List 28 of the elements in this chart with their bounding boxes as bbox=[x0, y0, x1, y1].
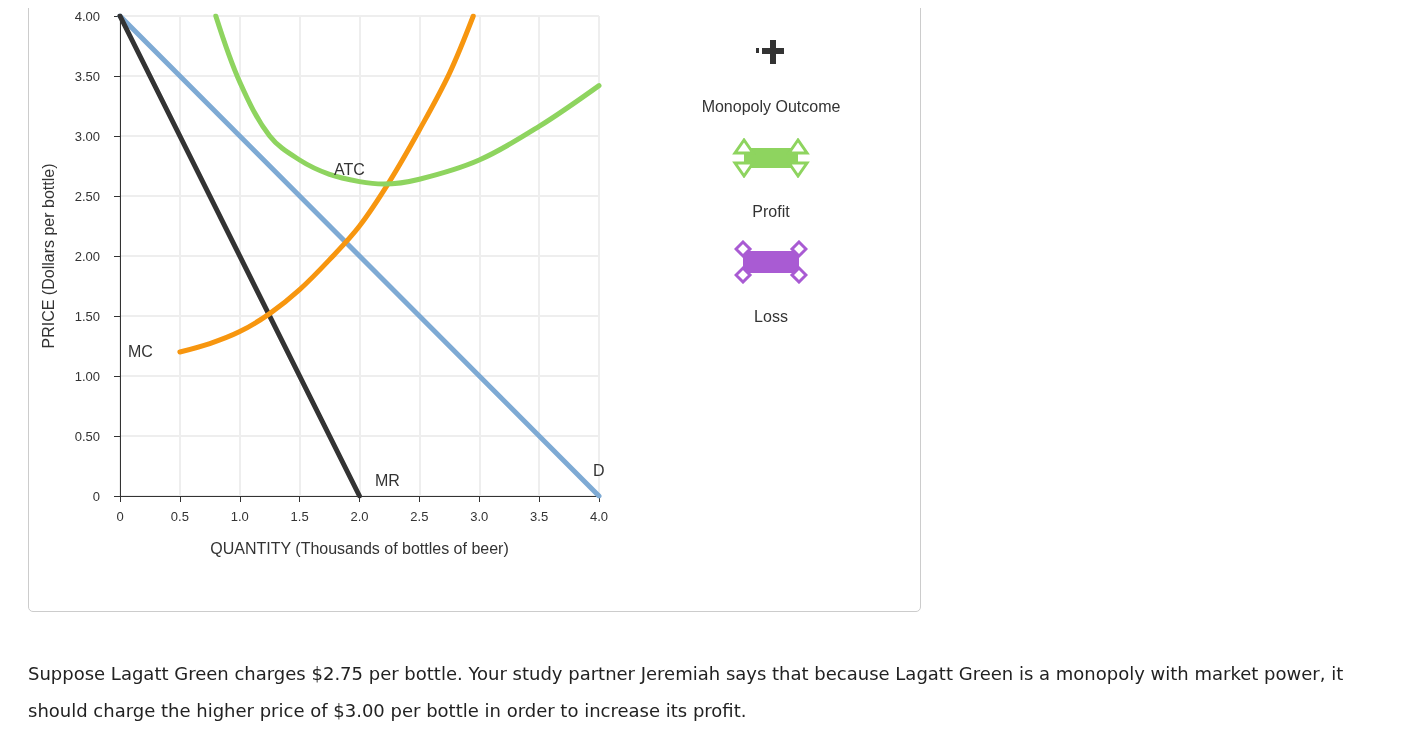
x-tick-label: 1.5 bbox=[290, 509, 309, 524]
y-tick-label: 4.00 bbox=[74, 8, 100, 24]
text: Loss bbox=[753, 308, 789, 326]
y-tick-label: 3.50 bbox=[74, 68, 100, 84]
annotation: ATC bbox=[334, 161, 365, 179]
x-tick-label: 2.0 bbox=[350, 509, 369, 524]
x-tick-label: 4.0 bbox=[589, 509, 609, 524]
text: Monopoly Outcome bbox=[700, 98, 842, 116]
x-tick-label: 3.0 bbox=[470, 509, 489, 524]
x-tick-label: 3.5 bbox=[530, 509, 549, 524]
y-tick-label: 1.00 bbox=[74, 368, 100, 384]
annotation: MR bbox=[375, 472, 400, 490]
x-tick-label: 0 bbox=[116, 509, 124, 524]
y-tick-label: 0.50 bbox=[74, 428, 100, 444]
annotation: D bbox=[593, 462, 605, 480]
y-tick-label: 1.50 bbox=[74, 308, 100, 324]
y-tick-label: 2.00 bbox=[74, 248, 100, 264]
y-axis-title: PRICE (Dollars per bottle) bbox=[39, 163, 57, 349]
x-tick-label: 2.5 bbox=[410, 509, 429, 524]
y-tick-label: 2.50 bbox=[74, 188, 100, 204]
text: Profit bbox=[751, 203, 791, 221]
x-axis-title: QUANTITY (Thousands of bottles of beer) bbox=[210, 539, 509, 557]
x-tick-label: 0.5 bbox=[170, 509, 189, 524]
x-tick-label: 1.0 bbox=[230, 509, 249, 524]
y-tick-label: 0 bbox=[92, 488, 100, 504]
y-tick-label: 3.00 bbox=[74, 128, 100, 144]
annotation: MC bbox=[128, 343, 153, 361]
text: Suppose Lagatt Green charges $2.75 per bottle. Your study partner Jeremiah says that because Lagatt Green is a monopoly with market power, it should charge the higher price of $3.00 per bottle in order to increase its profit. bbox=[28, 662, 1345, 723]
